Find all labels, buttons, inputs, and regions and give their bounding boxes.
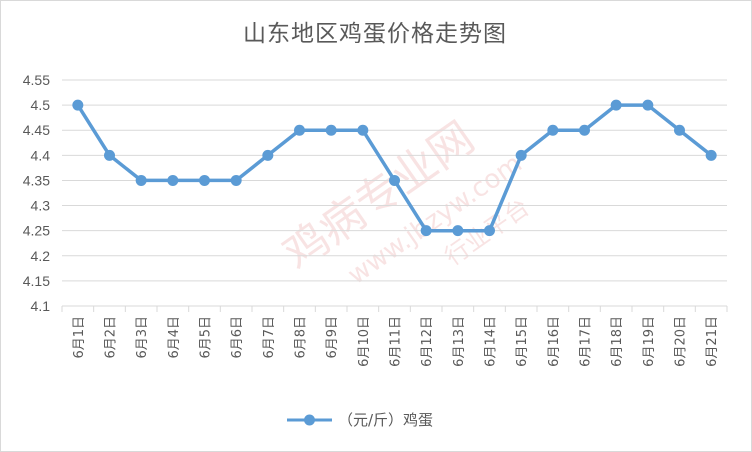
y-tick-label: 4.3 (31, 198, 51, 214)
x-tick-label: 6月20日 (674, 316, 689, 367)
x-tick-label: 6月1日 (72, 316, 87, 359)
x-tick-label: 6月13日 (452, 316, 467, 367)
x-tick-label: 6月21日 (705, 316, 720, 367)
x-tick-label: 6月19日 (642, 316, 657, 367)
data-point (104, 149, 115, 161)
data-point (230, 174, 242, 186)
data-point (135, 174, 147, 186)
y-tick-label: 4.55 (23, 72, 50, 88)
x-tick-label: 6月17日 (579, 316, 594, 367)
y-tick-label: 4.45 (23, 122, 50, 138)
x-tick-label: 6月18日 (610, 316, 625, 367)
data-point (294, 124, 305, 136)
x-tick-label: 6月3日 (135, 316, 150, 359)
x-tick-label: 6月4日 (167, 316, 182, 359)
data-point (72, 99, 84, 111)
data-point (389, 174, 400, 186)
data-point (199, 174, 210, 186)
data-point (167, 174, 179, 186)
y-tick-label: 4.35 (23, 172, 50, 188)
x-tick-label: 6月9日 (325, 316, 340, 359)
x-tick-label: 6月10日 (357, 316, 372, 367)
data-point (262, 149, 274, 161)
data-point (357, 124, 369, 136)
legend-label: （元/斤）鸡蛋 (338, 411, 433, 429)
x-tick-label: 6月12日 (420, 316, 435, 367)
x-tick-label: 6月8日 (294, 316, 309, 359)
x-tick-label: 6月7日 (262, 316, 277, 359)
x-tick-label: 6月14日 (484, 316, 499, 367)
y-axis-ticks: 4.1 4.15 4.2 4.25 4.3 4.35 4.4 4.45 4.5 4.55 (23, 72, 50, 314)
y-tick-label: 4.5 (31, 97, 51, 113)
y-tick-label: 4.15 (23, 273, 50, 289)
x-axis-ticks: 6月1日 6月2日 6月3日 6月4日 6月5日 6月6日 6月7日 6月8日 6月9日 6月10… (61, 306, 728, 367)
legend: （元/斤）鸡蛋 (287, 411, 433, 429)
data-point (610, 99, 622, 111)
x-tick-label: 6月5日 (199, 316, 214, 359)
data-point (642, 99, 654, 111)
x-tick-label: 6月6日 (230, 316, 245, 359)
legend-marker (304, 414, 315, 426)
x-tick-label: 6月15日 (515, 316, 530, 367)
data-point (484, 225, 495, 237)
x-tick-label: 6月2日 (104, 316, 119, 359)
data-point (705, 149, 717, 161)
data-point (420, 225, 432, 237)
data-point (579, 124, 590, 136)
data-point (547, 124, 559, 136)
y-tick-label: 4.25 (23, 223, 50, 239)
chart-title: 山东地区鸡蛋价格走势图 (243, 21, 507, 47)
y-tick-label: 4.2 (31, 248, 51, 264)
data-point (515, 149, 527, 161)
x-tick-label: 6月16日 (547, 316, 562, 367)
series-layer (72, 99, 717, 237)
data-point (325, 124, 337, 136)
data-point (452, 225, 464, 237)
y-tick-label: 4.1 (31, 298, 51, 314)
x-tick-label: 6月11日 (389, 316, 404, 367)
data-point (674, 124, 685, 136)
y-tick-label: 4.4 (31, 147, 51, 163)
